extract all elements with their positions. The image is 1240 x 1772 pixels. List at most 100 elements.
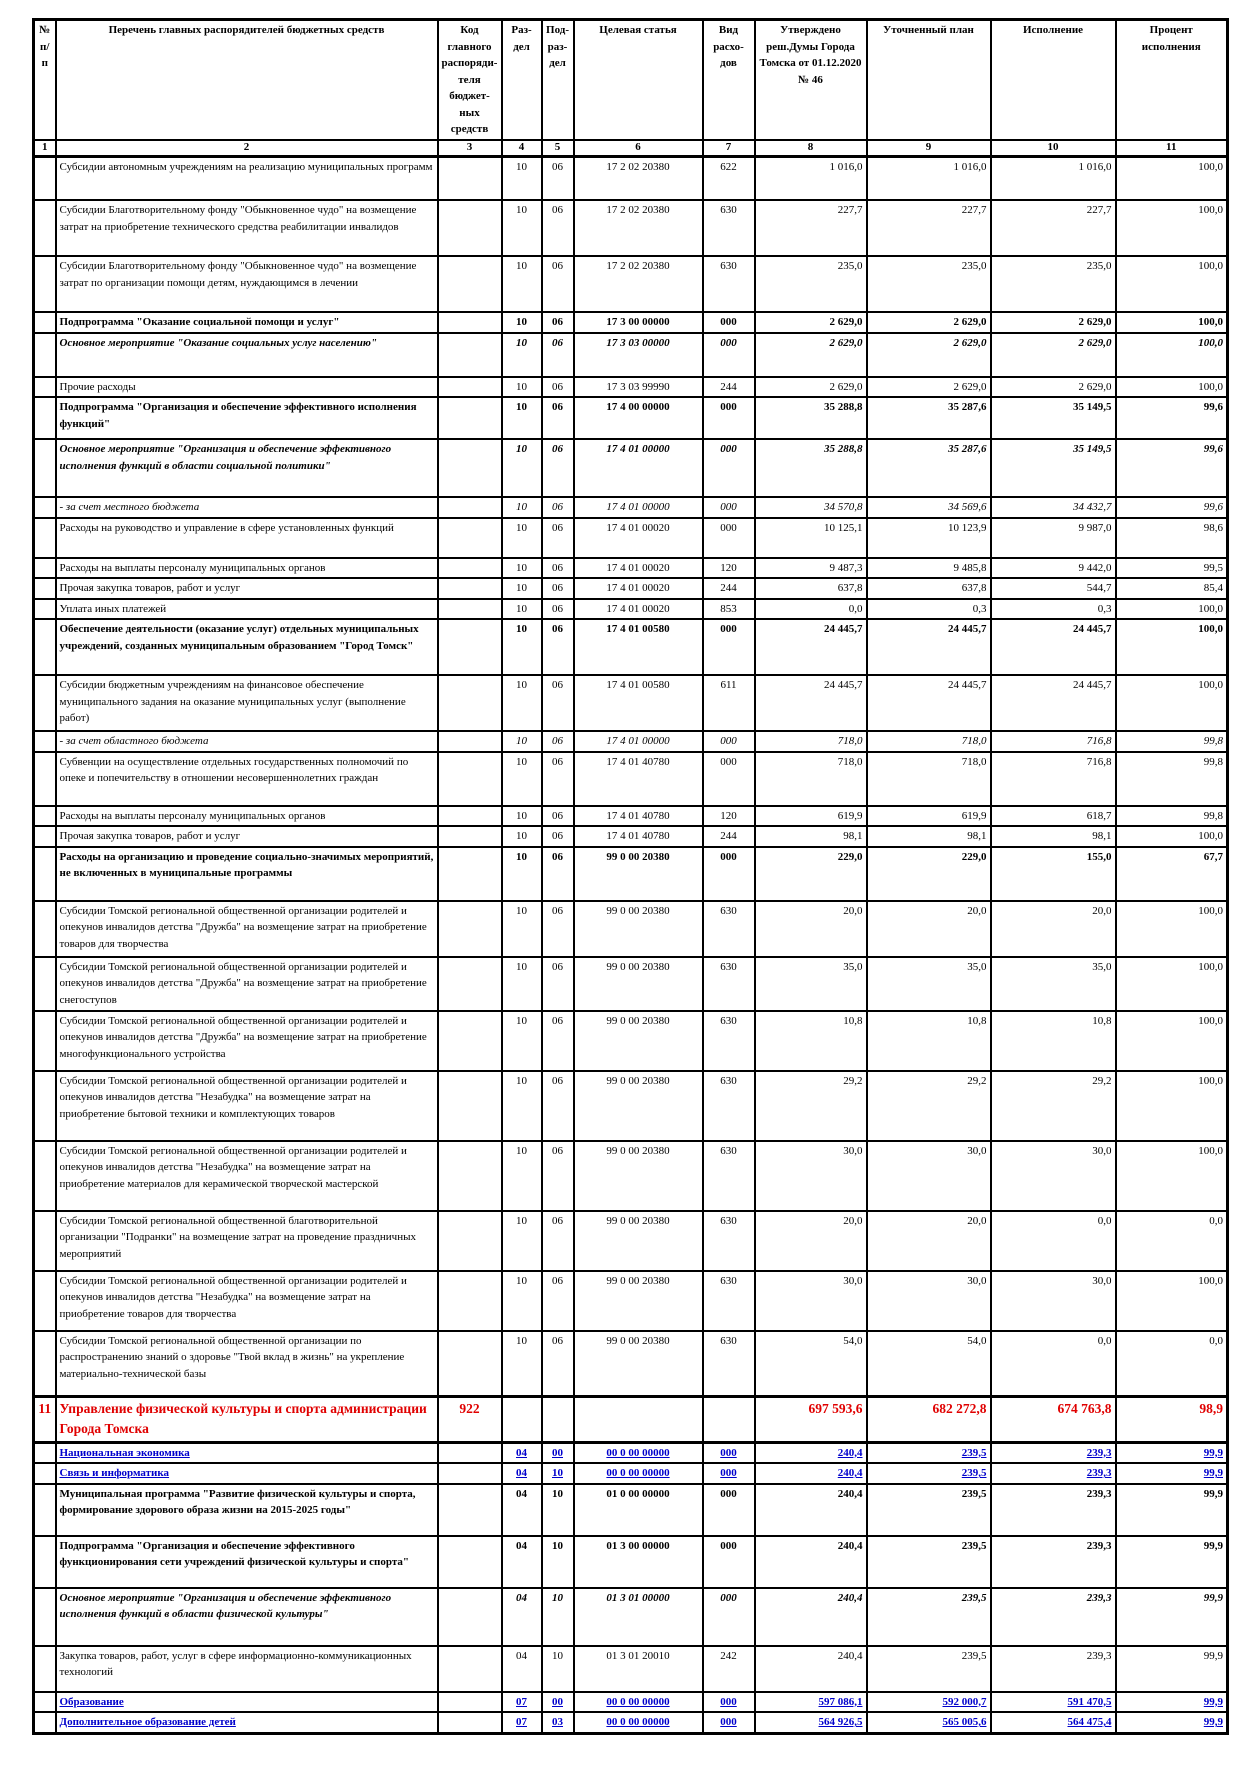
row-name: Субсидии Томской региональной общественн… (54, 1139, 439, 1212)
row-razdel: 07 (500, 1690, 543, 1713)
col-num-1: 1 (32, 138, 57, 158)
row-name: Субсидии Томской региональной общественн… (54, 1069, 439, 1142)
row-number (32, 577, 57, 600)
row-podrazdel: 06 (540, 199, 575, 257)
row-grbs-code (436, 597, 503, 620)
row-name: Подпрограмма "Организация и обеспечение … (54, 1534, 439, 1589)
row-podrazdel: 06 (540, 577, 575, 600)
row-updated-plan: 24 445,7 (865, 618, 992, 676)
row-vid-rashodov: 000 (701, 1462, 756, 1485)
row-target-article: 99 0 00 20380 (572, 1139, 704, 1212)
row-number (32, 556, 57, 579)
row-target-article: 17 3 03 00000 (572, 331, 704, 378)
row-executed: 239,3 (989, 1462, 1117, 1485)
col-header-grbs-code: Код главного распоряди-теля бюджет-ных с… (436, 18, 503, 141)
row-target-article: 99 0 00 20380 (572, 1009, 704, 1072)
row-razdel: 04 (500, 1534, 543, 1589)
row-executed: 235,0 (989, 255, 1117, 313)
table-row: Субсидии Томской региональной общественн… (32, 1139, 1229, 1212)
table-row: Субсидии Томской региональной общественн… (32, 1269, 1229, 1332)
row-executed: 1 016,0 (989, 155, 1117, 201)
row-percent: 99,8 (1114, 804, 1229, 827)
row-updated-plan: 29,2 (865, 1069, 992, 1142)
row-name: Прочая закупка товаров, работ и услуг (54, 577, 439, 600)
row-updated-plan: 34 569,6 (865, 496, 992, 519)
row-name: Обеспечение деятельности (оказание услуг… (54, 618, 439, 676)
row-approved: 0,0 (753, 597, 868, 620)
table-row: Расходы на организацию и проведение соци… (32, 845, 1229, 902)
row-executed: 0,3 (989, 597, 1117, 620)
row-podrazdel: 10 (540, 1534, 575, 1589)
row-grbs-code (436, 1009, 503, 1072)
row-updated-plan: 235,0 (865, 255, 992, 313)
row-podrazdel: 10 (540, 1586, 575, 1647)
row-target-article: 17 4 01 40780 (572, 750, 704, 807)
row-percent: 99,6 (1114, 396, 1229, 440)
row-number (32, 597, 57, 620)
row-number (32, 331, 57, 378)
col-num-7: 7 (701, 138, 756, 158)
col-num-5: 5 (540, 138, 575, 158)
row-target-article: 17 4 01 00580 (572, 618, 704, 676)
row-percent: 100,0 (1114, 899, 1229, 958)
row-vid-rashodov: 120 (701, 804, 756, 827)
table-row: Дополнительное образование детей 07 03 00 0… (32, 1711, 1229, 1734)
row-vid-rashodov: 630 (701, 1069, 756, 1142)
row-executed: 591 470,5 (989, 1690, 1117, 1713)
col-header-approved: Утверждено реш.Думы Города Томска от 01.… (753, 18, 868, 141)
row-updated-plan: 98,1 (865, 825, 992, 848)
row-grbs-code (436, 516, 503, 559)
table-row: Субсидии Благотворительному фонду "Обыкн… (32, 255, 1229, 313)
document-page: № п/п Перечень главных распорядителей бю… (0, 18, 1240, 1772)
row-updated-plan: 682 272,8 (865, 1395, 992, 1444)
row-vid-rashodov: 000 (701, 1482, 756, 1537)
row-grbs-code (436, 496, 503, 519)
row-approved: 240,4 (753, 1534, 868, 1589)
row-percent: 100,0 (1114, 331, 1229, 378)
table-row: Основное мероприятие "Организация и обес… (32, 438, 1229, 498)
col-num-4: 4 (500, 138, 543, 158)
row-approved: 2 629,0 (753, 331, 868, 378)
row-vid-rashodov: 000 (701, 396, 756, 440)
row-name: Субсидии Томской региональной общественн… (54, 1269, 439, 1332)
row-grbs-code (436, 825, 503, 848)
row-approved: 2 629,0 (753, 375, 868, 398)
row-target-article: 99 0 00 20380 (572, 1209, 704, 1272)
budget-execution-table: № п/п Перечень главных распорядителей бю… (32, 18, 1229, 1735)
row-approved: 637,8 (753, 577, 868, 600)
row-grbs-code (436, 1139, 503, 1212)
row-percent: 99,9 (1114, 1482, 1229, 1537)
row-executed: 239,3 (989, 1441, 1117, 1464)
row-target-article: 17 3 03 99990 (572, 375, 704, 398)
row-executed: 239,3 (989, 1586, 1117, 1647)
row-approved: 229,0 (753, 845, 868, 902)
row-razdel: 10 (500, 1329, 543, 1398)
row-executed: 239,3 (989, 1644, 1117, 1693)
row-name: Субсидии Томской региональной общественн… (54, 1009, 439, 1072)
row-approved: 235,0 (753, 255, 868, 313)
row-vid-rashodov: 630 (701, 955, 756, 1012)
row-grbs-code (436, 674, 503, 732)
row-razdel: 10 (500, 438, 543, 498)
col-num-3: 3 (436, 138, 503, 158)
row-approved: 9 487,3 (753, 556, 868, 579)
table-row: Субсидии Благотворительному фонду "Обыкн… (32, 199, 1229, 257)
table-row: Субсидии Томской региональной общественн… (32, 1209, 1229, 1272)
row-updated-plan: 239,5 (865, 1534, 992, 1589)
row-podrazdel: 06 (540, 597, 575, 620)
row-number (32, 1329, 57, 1398)
row-updated-plan: 0,3 (865, 597, 992, 620)
row-percent: 99,9 (1114, 1711, 1229, 1734)
row-vid-rashodov: 000 (701, 730, 756, 753)
row-target-article: 17 4 00 00000 (572, 396, 704, 440)
row-percent: 98,9 (1114, 1395, 1229, 1444)
row-razdel: 10 (500, 375, 543, 398)
row-number (32, 255, 57, 313)
row-razdel: 10 (500, 750, 543, 807)
row-podrazdel: 06 (540, 1069, 575, 1142)
row-razdel: 10 (500, 331, 543, 378)
row-vid-rashodov: 120 (701, 556, 756, 579)
row-updated-plan: 2 629,0 (865, 375, 992, 398)
row-target-article: 17 4 01 00020 (572, 516, 704, 559)
row-razdel: 04 (500, 1586, 543, 1647)
